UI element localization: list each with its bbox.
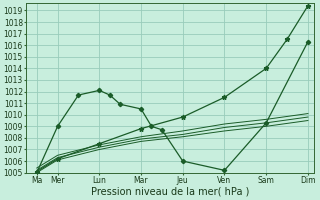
X-axis label: Pression niveau de la mer( hPa ): Pression niveau de la mer( hPa ) [91, 187, 249, 197]
